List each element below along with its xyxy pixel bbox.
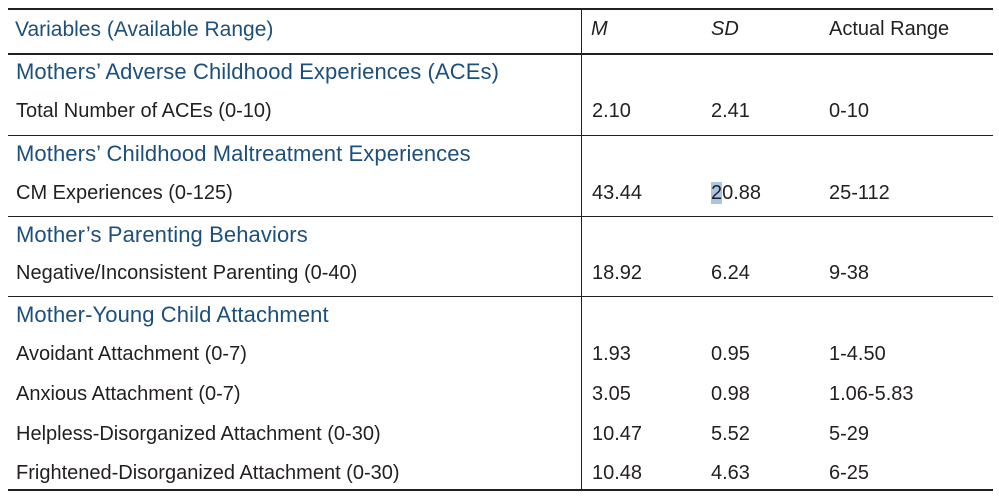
row-mean: 3.05: [592, 383, 631, 405]
text-selection-highlight: 2: [711, 182, 723, 204]
row-label: Total Number of ACEs (0-10): [16, 100, 272, 122]
column-divider: [581, 8, 582, 491]
row-range: 6-25: [829, 462, 870, 484]
row-label: Anxious Attachment (0-7): [16, 383, 241, 405]
row-sd: 2.41: [711, 100, 750, 122]
row-mean: 18.92: [592, 262, 643, 284]
row-label: Avoidant Attachment (0-7): [16, 343, 247, 365]
header-sd: SD: [711, 18, 739, 40]
row-mean: 10.48: [592, 462, 643, 484]
row-range: 5-29: [829, 423, 870, 445]
row-mean: 10.47: [592, 423, 643, 445]
row-mean: 1.93: [592, 343, 631, 365]
section-title-aces: Mothers’ Adverse Childhood Experiences (…: [16, 59, 500, 84]
row-mean: 43.44: [592, 182, 643, 204]
row-label: CM Experiences (0-125): [16, 182, 233, 204]
row-sd: 0.95: [711, 343, 750, 365]
row-range: 1-4.50: [829, 343, 886, 365]
row-sd: 20.88: [711, 181, 761, 205]
row-range: 1.06-5.83: [829, 383, 914, 405]
header-rule: [8, 53, 993, 55]
row-sd: 5.52: [711, 423, 750, 445]
row-label: Helpless-Disorganized Attachment (0-30): [16, 423, 381, 445]
section-title-maltreatment: Mothers’ Childhood Maltreatment Experien…: [16, 141, 471, 166]
section-rule: [8, 296, 993, 297]
section-title-parenting: Mother’s Parenting Behaviors: [16, 222, 308, 247]
section-title-attachment: Mother-Young Child Attachment: [16, 302, 329, 327]
row-label: Frightened-Disorganized Attachment (0-30…: [16, 462, 400, 484]
row-range: 0-10: [829, 100, 870, 122]
header-variables: Variables (Available Range): [15, 18, 274, 41]
row-label: Negative/Inconsistent Parenting (0-40): [16, 262, 358, 284]
row-sd: 6.24: [711, 262, 750, 284]
header-actual-range: Actual Range: [829, 18, 950, 40]
section-rule: [8, 135, 993, 136]
row-sd: 0.98: [711, 383, 750, 405]
row-range: 9-38: [829, 262, 870, 284]
row-mean: 2.10: [592, 100, 631, 122]
section-rule: [8, 216, 993, 217]
row-sd: 4.63: [711, 462, 750, 484]
row-sd-rest: 0.88: [722, 182, 762, 204]
top-rule: [8, 8, 993, 10]
bottom-rule: [8, 489, 993, 491]
header-mean: M: [591, 18, 608, 40]
row-range: 25-112: [829, 182, 890, 204]
